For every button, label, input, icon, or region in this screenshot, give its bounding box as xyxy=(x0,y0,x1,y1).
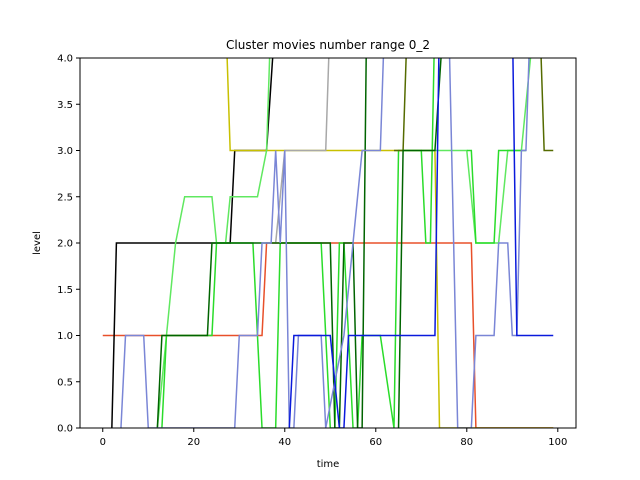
series-line-4 xyxy=(156,58,271,428)
series-line-1 xyxy=(111,58,274,428)
x-tick-label: 40 xyxy=(278,437,291,448)
series-line-8 xyxy=(156,58,367,428)
y-axis-label: level xyxy=(32,231,43,255)
y-tick-label: 2.0 xyxy=(57,239,73,250)
series-line-7 xyxy=(466,149,526,244)
y-tick-label: 0.5 xyxy=(57,377,73,388)
series-line-6 xyxy=(161,58,435,428)
x-axis: 0 20 40 60 80 100 xyxy=(100,428,567,448)
series-line-9 xyxy=(393,58,407,152)
x-tick-label: 60 xyxy=(369,437,382,448)
y-tick-label: 3.0 xyxy=(57,146,73,157)
y-tick-label: 4.0 xyxy=(57,54,73,65)
y-tick-label: 0.0 xyxy=(57,424,73,435)
series-line-14 xyxy=(288,58,440,428)
x-tick-label: 0 xyxy=(100,437,106,448)
chart-title: Cluster movies number range 0_2 xyxy=(226,38,430,52)
x-tick-label: 100 xyxy=(548,437,567,448)
x-tick-label: 80 xyxy=(460,437,473,448)
y-tick-label: 1.0 xyxy=(57,331,73,342)
series-line-2 xyxy=(226,58,554,428)
x-tick-label: 20 xyxy=(187,437,200,448)
series-line-12 xyxy=(120,58,385,428)
series-line-13 xyxy=(448,58,530,428)
series-line-10 xyxy=(397,58,442,428)
y-tick-label: 1.5 xyxy=(57,285,73,296)
y-axis: 0.0 0.5 1.0 1.5 2.0 2.5 3.0 3.5 4.0 xyxy=(57,54,80,435)
series-layer xyxy=(102,58,554,428)
series-line-3 xyxy=(274,58,330,244)
series-line-15 xyxy=(512,58,554,337)
series-line-11 xyxy=(540,58,554,152)
y-tick-label: 2.5 xyxy=(57,192,73,203)
x-axis-label: time xyxy=(317,459,340,470)
y-tick-label: 3.5 xyxy=(57,100,73,111)
